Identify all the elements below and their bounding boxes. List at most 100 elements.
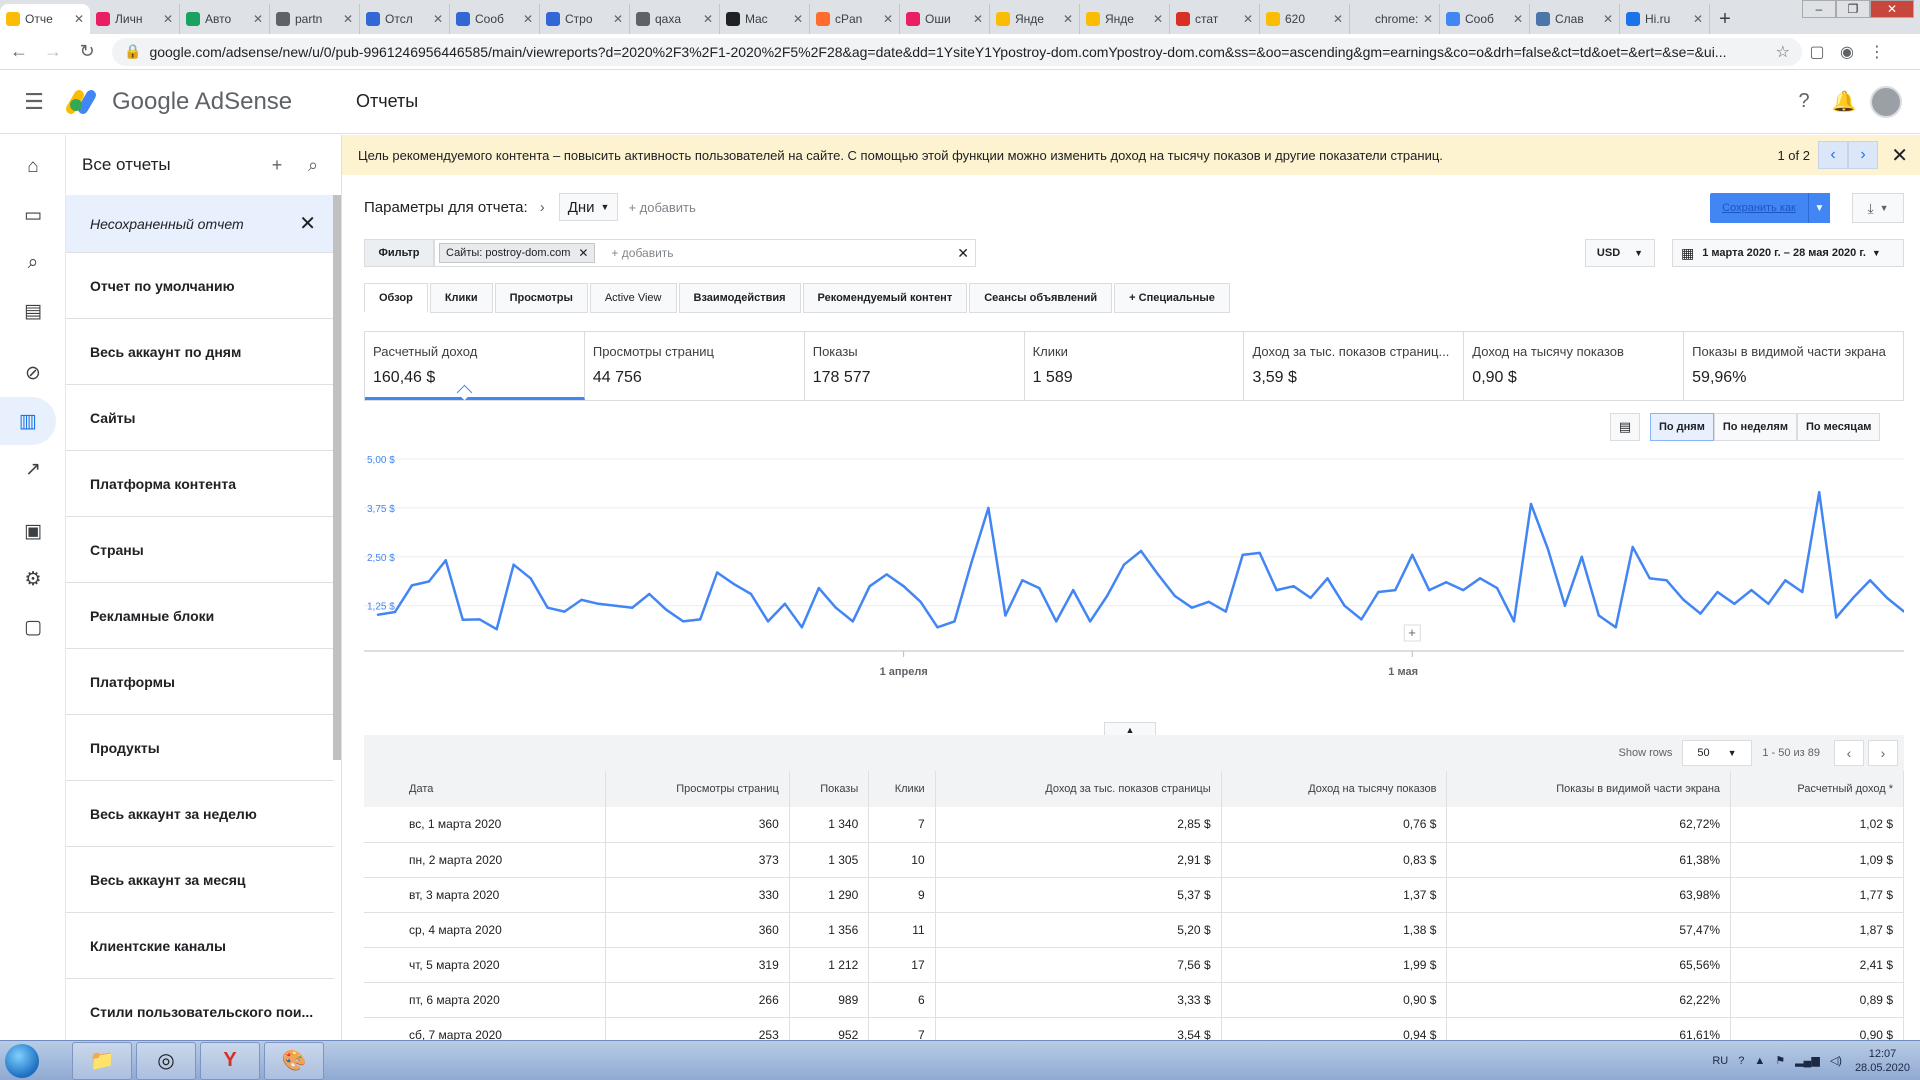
data-point[interactable]	[1428, 588, 1431, 592]
nav-item-report[interactable]: Стили пользовательского пои...	[66, 979, 334, 1040]
browser-tab[interactable]: Оши ✕	[900, 4, 990, 34]
column-header[interactable]: Клики	[868, 771, 936, 807]
nav-item-report[interactable]: Клиентские каналы	[66, 913, 334, 979]
column-header[interactable]: Показы в видимой части экрана	[1446, 771, 1732, 807]
feedback-icon[interactable]: ▢	[24, 616, 42, 638]
data-point[interactable]	[1021, 579, 1024, 582]
reports-icon[interactable]: ▥	[0, 397, 56, 445]
home-icon[interactable]: ⌂	[27, 156, 39, 177]
data-point[interactable]	[1326, 577, 1329, 580]
data-point[interactable]	[987, 506, 990, 510]
data-point[interactable]	[1224, 610, 1227, 613]
data-point[interactable]	[529, 577, 532, 580]
tab-close-icon[interactable]: ✕	[1422, 12, 1433, 26]
tab-close-icon[interactable]: ✕	[702, 12, 713, 26]
add-filter-link[interactable]: + добавить	[611, 246, 674, 260]
data-point[interactable]	[376, 613, 380, 616]
data-point[interactable]	[580, 598, 583, 602]
help-icon[interactable]: ?	[1798, 90, 1810, 112]
browser-tab[interactable]: Mac ✕	[720, 4, 810, 34]
data-point[interactable]	[1411, 553, 1414, 557]
annotations-comment-icon[interactable]: ▤	[1610, 413, 1640, 441]
add-dimension-link[interactable]: + добавить	[628, 199, 696, 215]
tab-close-icon[interactable]: ✕	[1152, 12, 1163, 26]
add-report-icon[interactable]: +	[271, 154, 283, 175]
data-point[interactable]	[665, 608, 668, 611]
nav-scrollbar[interactable]	[333, 195, 341, 760]
chrome-icon[interactable]: ◎	[136, 1041, 196, 1080]
new-tab-button[interactable]: +	[1719, 7, 1731, 30]
tab-close-icon[interactable]: ✕	[1242, 12, 1253, 26]
nav-item-unsaved-report[interactable]: Несохраненный отчет ✕	[66, 195, 334, 253]
data-point[interactable]	[1156, 573, 1160, 576]
optimization-trend-icon[interactable]: ↗	[25, 458, 41, 480]
browser-tab[interactable]: Сооб ✕	[1440, 4, 1530, 34]
nav-item-report[interactable]: Платформы	[66, 649, 334, 715]
data-point[interactable]	[614, 604, 617, 607]
block-icon[interactable]: ⊘	[25, 362, 41, 384]
filter-input[interactable]: Сайты: postroy-dom.com ✕ + добавить ✕	[434, 239, 976, 267]
data-point[interactable]	[732, 583, 736, 586]
column-header[interactable]: Показы	[789, 771, 870, 807]
data-point[interactable]	[1851, 596, 1855, 600]
data-point[interactable]	[1343, 604, 1346, 607]
download-button[interactable]: ⤓ ▼	[1852, 193, 1904, 223]
notifications-bell-icon[interactable]: 🔔	[1831, 91, 1857, 113]
save-as-label[interactable]: Сохранить как	[1710, 193, 1808, 223]
tab-close-icon[interactable]: ✕	[252, 12, 263, 26]
column-header[interactable]: Доход на тысячу показов	[1221, 771, 1448, 807]
nav-item-report[interactable]: Платформа контента	[66, 451, 334, 517]
clock[interactable]: 12:07 28.05.2020	[1855, 1047, 1910, 1075]
search-icon[interactable]: ⌕	[307, 154, 319, 175]
settings-gear-icon[interactable]: ⚙	[24, 568, 42, 590]
data-point[interactable]	[1105, 594, 1109, 598]
data-point[interactable]	[1445, 581, 1448, 584]
data-point[interactable]	[512, 563, 515, 566]
chevron-down-icon[interactable]: ▼	[1808, 193, 1830, 223]
earnings-series-line[interactable]	[377, 491, 1904, 631]
data-point[interactable]	[1258, 551, 1261, 555]
browser-tab[interactable]: cPan ✕	[810, 4, 900, 34]
tab-report-2[interactable]: Просмотры	[494, 283, 588, 313]
data-point[interactable]	[1902, 610, 1904, 613]
nav-item-report[interactable]: Отчет по умолчанию	[66, 253, 334, 319]
data-point[interactable]	[461, 618, 464, 622]
data-point[interactable]	[698, 618, 702, 621]
data-point[interactable]	[1682, 598, 1685, 602]
column-header[interactable]: Просмотры страниц	[605, 771, 790, 807]
extension-icon[interactable]: ▢	[1809, 43, 1825, 61]
data-point[interactable]	[1173, 594, 1177, 598]
data-point[interactable]	[1631, 545, 1634, 549]
data-point[interactable]	[851, 620, 854, 623]
tab-close-icon[interactable]: ✕	[1062, 12, 1073, 26]
browser-tab[interactable]: Отче ✕	[0, 4, 90, 34]
next-page-icon[interactable]: ›	[1868, 740, 1898, 766]
tab-close-icon[interactable]: ✕	[1512, 12, 1523, 26]
nav-item-report[interactable]: Весь аккаунт за неделю	[66, 781, 334, 847]
browser-tab[interactable]: qaxa ✕	[630, 4, 720, 34]
banner-next-icon[interactable]: ›	[1848, 141, 1878, 169]
data-point[interactable]	[1038, 586, 1041, 590]
granularity-button[interactable]: По месяцам	[1796, 413, 1881, 441]
browser-menu-icon[interactable]: ⋮	[1869, 43, 1885, 61]
data-point[interactable]	[1648, 577, 1651, 580]
data-point[interactable]	[1309, 596, 1312, 600]
tab-close-icon[interactable]: ✕	[1602, 12, 1613, 26]
volume-icon[interactable]: ◁)	[1829, 1055, 1842, 1067]
data-point[interactable]	[495, 628, 498, 631]
data-point[interactable]	[1546, 547, 1550, 551]
tab-close-icon[interactable]: ✕	[342, 12, 353, 26]
column-header[interactable]: Расчетный доход *	[1730, 771, 1904, 807]
data-point[interactable]	[1275, 588, 1278, 592]
data-point[interactable]	[749, 592, 753, 596]
currency-dropdown[interactable]: USD ▼	[1585, 239, 1655, 267]
browser-tab[interactable]: Стро ✕	[540, 4, 630, 34]
data-point[interactable]	[1512, 620, 1516, 623]
data-point[interactable]	[410, 584, 414, 587]
help-tray-icon[interactable]: ?	[1738, 1054, 1745, 1067]
data-point[interactable]	[1563, 604, 1567, 607]
tab-close-icon[interactable]: ✕	[73, 12, 84, 26]
data-point[interactable]	[1394, 588, 1397, 592]
back-icon[interactable]: ←	[10, 41, 28, 61]
browser-tab[interactable]: chrome: ✕	[1350, 4, 1440, 34]
